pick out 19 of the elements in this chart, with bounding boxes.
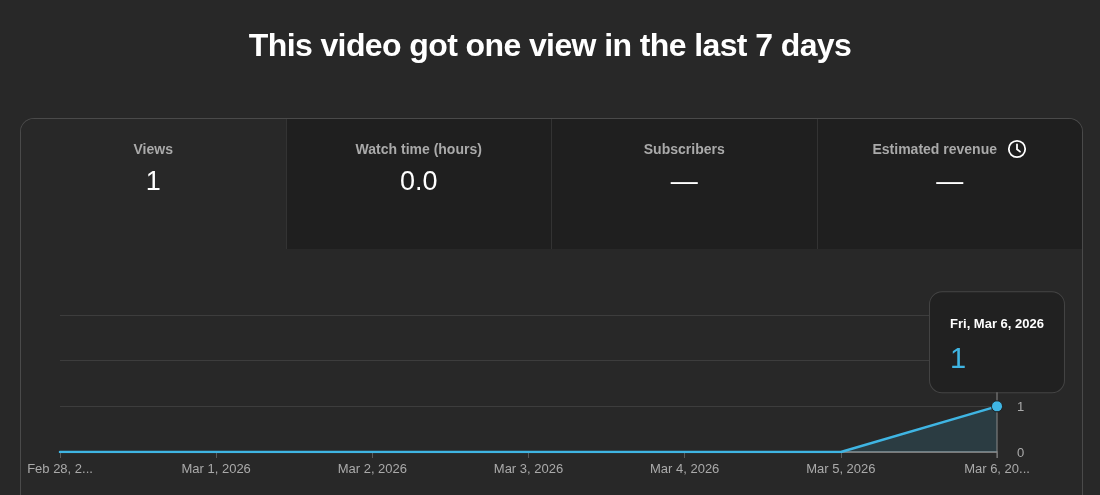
x-tick-label: Mar 2, 2026 bbox=[337, 461, 408, 476]
y-tick-label: 0 bbox=[1017, 444, 1025, 460]
category-label: Estimated revenue bbox=[872, 140, 997, 159]
x-tick-label: Mar 6, 20... bbox=[964, 461, 1030, 476]
x-tick-label: Mar 5, 2026 bbox=[806, 461, 876, 476]
x-tick-label: Mar 3, 2026 bbox=[493, 461, 564, 476]
x-tick-label: Mar 4, 2026 bbox=[649, 461, 720, 476]
text: — bbox=[670, 166, 698, 196]
x-tick-label: Feb 28, 2... bbox=[27, 461, 93, 476]
data-label: 1 bbox=[950, 342, 967, 375]
text: 0.0 bbox=[399, 166, 438, 196]
annotation: Fri, Mar 6, 2026 bbox=[950, 315, 1044, 331]
x-tick-label: Mar 1, 2026 bbox=[181, 461, 251, 476]
category-label: Subscribers bbox=[643, 140, 725, 159]
text: 1 bbox=[145, 166, 161, 196]
text: — bbox=[936, 166, 964, 196]
text: This video got one view in the last 7 days bbox=[247, 26, 853, 65]
category-label: Views bbox=[133, 140, 173, 159]
category-label: Watch time (hours) bbox=[355, 140, 482, 159]
